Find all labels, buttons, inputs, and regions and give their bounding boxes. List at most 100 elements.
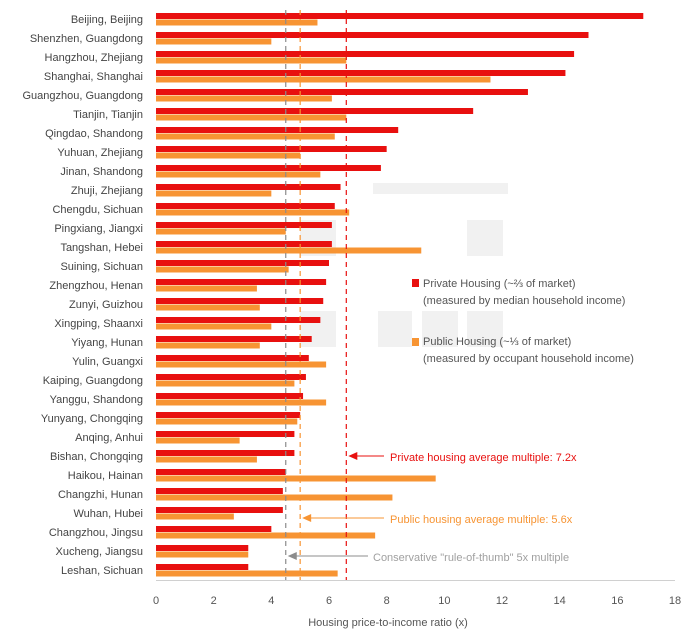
bar-private: [156, 279, 327, 285]
x-tick-label: 0: [153, 595, 159, 607]
bar-private: [156, 355, 309, 361]
bar-private: [156, 412, 301, 418]
bar-public: [156, 570, 338, 577]
category-label: Yulin, Guangxi: [72, 356, 143, 368]
bar-private: [156, 222, 332, 228]
legend-swatch-private: [412, 279, 419, 287]
bar-private: [156, 545, 249, 551]
bar-private: [156, 127, 399, 133]
public-average-arrow-head: [302, 514, 312, 522]
category-label: Hangzhou, Zhejiang: [45, 52, 143, 64]
public-average-annotation: Public housing average multiple: 5.6x: [390, 514, 573, 526]
bar-private: [156, 431, 295, 437]
x-axis-title: Housing price-to-income ratio (x): [308, 617, 468, 629]
rule-of-thumb-arrow-head: [287, 552, 297, 560]
bar-public: [156, 456, 257, 463]
bar-private: [156, 13, 644, 19]
x-tick-label: 14: [554, 595, 566, 607]
rule-of-thumb-annotation: Conservative "rule-of-thumb" 5x multiple: [373, 552, 569, 564]
category-label: Haikou, Hainan: [68, 470, 143, 482]
bar-private: [156, 260, 329, 266]
legend-public-line1: Public Housing (~⅓ of market): [423, 336, 571, 348]
category-label: Zhengzhou, Henan: [49, 280, 143, 292]
category-label: Shanghai, Shanghai: [44, 71, 143, 83]
bar-public: [156, 475, 436, 482]
bar-public: [156, 114, 347, 121]
x-tick-label: 16: [611, 595, 623, 607]
category-label: Qingdao, Shandong: [45, 128, 143, 140]
category-label: Anqing, Anhui: [75, 432, 143, 444]
x-tick-label: 2: [211, 595, 217, 607]
category-label: Shenzhen, Guangdong: [30, 33, 143, 45]
bar-private: [156, 526, 272, 532]
category-label: Zhuji, Zhejiang: [71, 185, 143, 197]
bar-public: [156, 304, 260, 311]
bar-private: [156, 298, 324, 304]
x-tick-label: 12: [496, 595, 508, 607]
x-tick-label: 8: [384, 595, 390, 607]
bar-private: [156, 70, 566, 76]
bar-private: [156, 89, 528, 95]
x-tick-label: 18: [669, 595, 681, 607]
legend-public-line2: (measured by occupant household income): [423, 353, 634, 365]
bar-private: [156, 469, 286, 475]
category-label: Suining, Sichuan: [60, 261, 143, 273]
bar-private: [156, 564, 249, 570]
category-label: Yanggu, Shandong: [50, 394, 143, 406]
bar-private: [156, 336, 312, 342]
bar-private: [156, 51, 575, 57]
bar-private: [156, 317, 321, 323]
private-average-arrow-head: [348, 452, 358, 460]
bar-public: [156, 494, 393, 501]
bar-public: [156, 152, 301, 159]
category-label: Bishan, Chongqing: [50, 451, 143, 463]
bar-private: [156, 32, 589, 38]
bar-private: [156, 507, 283, 513]
bar-private: [156, 488, 283, 494]
bar-public: [156, 532, 376, 539]
bar-private: [156, 203, 335, 209]
category-label: Wuhan, Hubei: [73, 508, 143, 520]
bar-public: [156, 342, 260, 349]
bar-public: [156, 323, 272, 330]
category-label: Zunyi, Guizhou: [69, 299, 143, 311]
bar-public: [156, 247, 422, 254]
category-label: Chengdu, Sichuan: [52, 204, 143, 216]
reference-lines: [285, 10, 384, 580]
bar-public: [156, 418, 298, 425]
bar-public: [156, 76, 491, 83]
category-label: Leshan, Sichuan: [61, 565, 143, 577]
category-label: Changzhi, Hunan: [58, 489, 143, 501]
annotations: Private housing average multiple: 7.2x P…: [373, 452, 577, 564]
bar-public: [156, 380, 295, 387]
category-label: Yuhuan, Zhejiang: [57, 147, 143, 159]
bar-private: [156, 184, 341, 190]
category-label: Jinan, Shandong: [60, 166, 143, 178]
bar-public: [156, 437, 240, 444]
bar-public: [156, 19, 318, 26]
private-average-annotation: Private housing average multiple: 7.2x: [390, 452, 577, 464]
x-tick-label: 6: [326, 595, 332, 607]
category-labels: Beijing, Beijing Shenzhen, Guangdong Hangz…: [23, 14, 144, 577]
bar-public: [156, 361, 327, 368]
bar-public: [156, 551, 249, 558]
legend-swatch-public: [412, 338, 419, 346]
legend-private-line2: (measured by median household income): [423, 295, 625, 307]
category-label: Tianjin, Tianjin: [73, 109, 143, 121]
x-axis: 0 2 4 6 8 10 12 14 16 18: [153, 580, 681, 607]
bar-public: [156, 38, 272, 45]
bar-public: [156, 399, 327, 406]
category-label: Beijing, Beijing: [71, 14, 143, 26]
bar-private: [156, 450, 295, 456]
x-tick-label: 10: [438, 595, 450, 607]
bar-private: [156, 241, 332, 247]
bar-private: [156, 165, 381, 171]
category-label: Xucheng, Jiangsu: [56, 546, 143, 558]
bar-public: [156, 95, 332, 102]
legend-private-line1: Private Housing (~⅔ of market): [423, 278, 576, 290]
bars-group: [156, 13, 644, 577]
x-tick-label: 4: [268, 595, 274, 607]
category-label: Kaiping, Guangdong: [43, 375, 143, 387]
bar-public: [156, 285, 257, 292]
